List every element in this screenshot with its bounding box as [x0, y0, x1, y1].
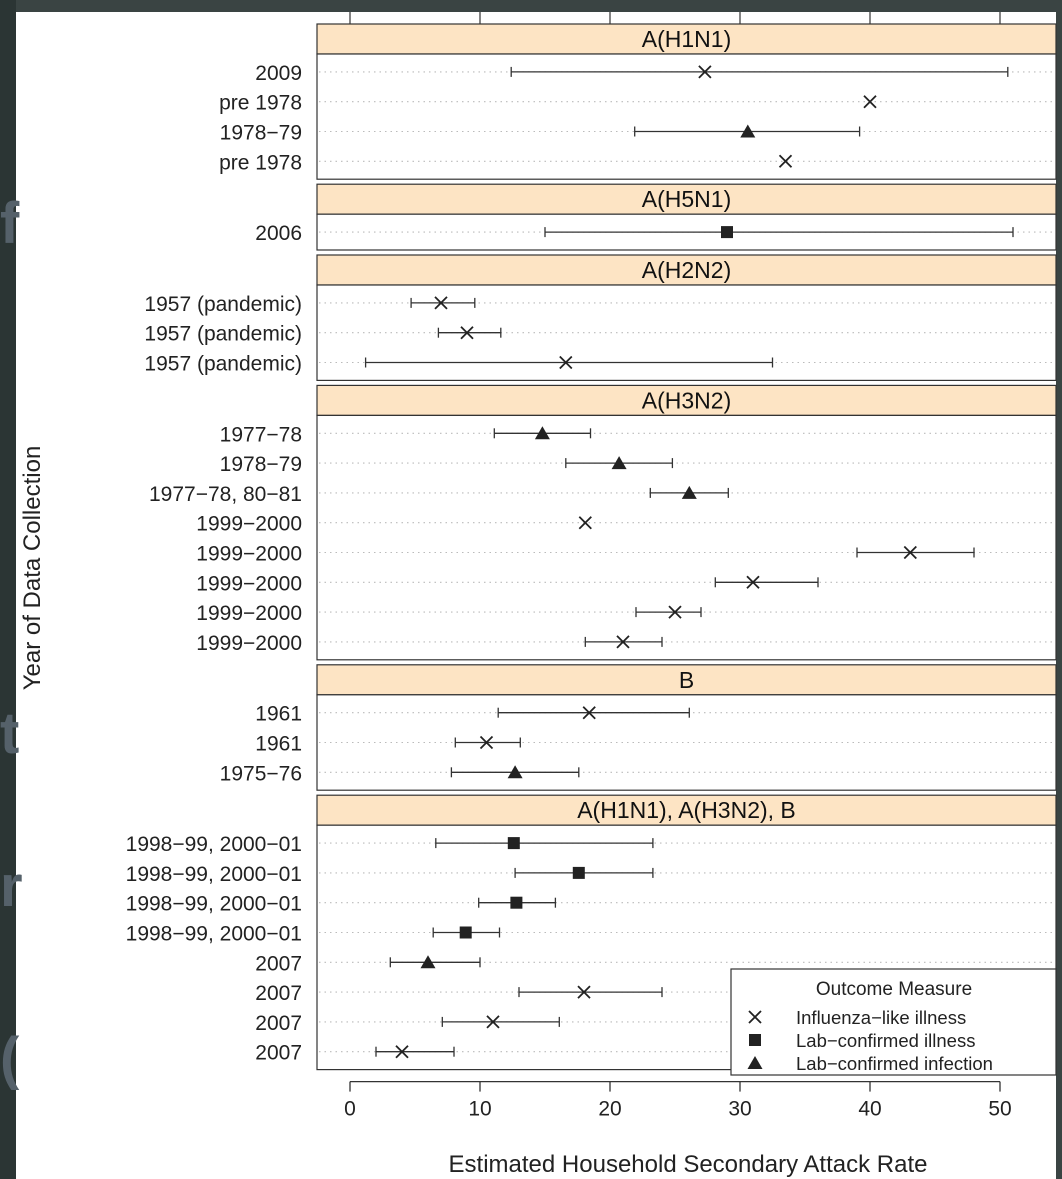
legend-title: Outcome Measure	[816, 979, 972, 1000]
panel-title: A(H5N1)	[642, 186, 731, 212]
panel-title: A(H2N2)	[642, 257, 731, 283]
x-tick-label: 10	[468, 1098, 491, 1121]
point-marker	[510, 897, 522, 909]
row-label: 1957 (pandemic)	[144, 323, 302, 346]
y-axis-title: Year of Data Collection	[19, 446, 46, 691]
row-label: 1961	[255, 703, 302, 726]
row-label: pre 1978	[219, 151, 302, 174]
legend-label: Lab−confirmed infection	[796, 1053, 993, 1074]
point-marker	[460, 927, 472, 939]
row-label: 2009	[255, 62, 302, 85]
x-tick-label: 50	[988, 1098, 1011, 1121]
panel-body	[317, 415, 1056, 659]
panel-body	[317, 54, 1056, 179]
x-axis-title: Estimated Household Secondary Attack Rat…	[449, 1151, 928, 1178]
row-label: 1978−79	[220, 122, 302, 145]
row-label: 2007	[255, 1042, 302, 1065]
row-label: 1999−2000	[196, 572, 302, 595]
row-label: 1998−99, 2000−01	[126, 863, 302, 886]
row-label: 1977−78	[220, 423, 302, 446]
plot-area: A(H1N1) 2009 pre 1978 1978−79 pre 1978 A(H5N1…	[126, 12, 1056, 1121]
row-label: 1957 (pandemic)	[144, 293, 302, 316]
panel-body	[317, 285, 1056, 380]
row-label: 1977−78, 80−81	[149, 483, 302, 506]
row-label: 1999−2000	[196, 513, 302, 536]
row-label: 1957 (pandemic)	[144, 353, 302, 376]
row-label: 1999−2000	[196, 632, 302, 655]
x-tick-label: 20	[598, 1098, 621, 1121]
x-tick-label: 40	[858, 1098, 881, 1121]
row-label: 2007	[255, 982, 302, 1005]
row-label: 1975−76	[220, 762, 302, 785]
panel-title: B	[679, 667, 694, 693]
point-marker	[508, 837, 520, 849]
row-label: 1998−99, 2000−01	[126, 923, 302, 946]
row-label: 1999−2000	[196, 543, 302, 566]
row-label: 1999−2000	[196, 602, 302, 625]
panel-title: A(H1N1), A(H3N2), B	[577, 797, 796, 823]
panel-title: A(H3N2)	[642, 387, 731, 413]
legend-label: Influenza−like illness	[796, 1007, 966, 1028]
point-marker	[573, 867, 585, 879]
row-label: 2006	[255, 222, 302, 245]
panel-title: A(H1N1)	[642, 26, 731, 52]
row-label: 1961	[255, 733, 302, 756]
legend-marker	[749, 1034, 761, 1046]
legend-label: Lab−confirmed illness	[796, 1030, 975, 1051]
row-label: 2007	[255, 952, 302, 975]
row-label: 1978−79	[220, 453, 302, 476]
x-tick-label: 0	[344, 1098, 356, 1121]
x-tick-label: 30	[728, 1098, 751, 1121]
row-label: pre 1978	[219, 92, 302, 115]
point-marker	[721, 226, 733, 238]
row-label: 1998−99, 2000−01	[126, 893, 302, 916]
panel-body	[317, 695, 1056, 790]
row-label: 2007	[255, 1012, 302, 1035]
row-label: 1998−99, 2000−01	[126, 833, 302, 856]
